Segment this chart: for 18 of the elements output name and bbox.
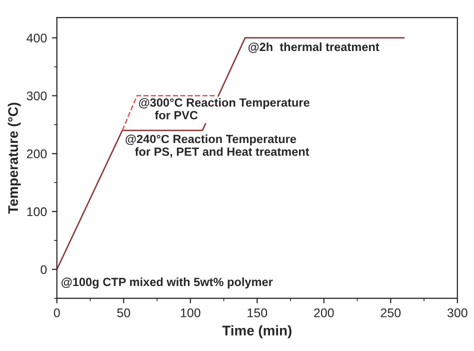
annotation: @240°C Reaction Temperature for PS, PET and Heat treatment [126,134,310,158]
x-tick-label: 0 [54,308,60,318]
x-tick-label: 100 [180,308,200,318]
y-tick-label: 400 [26,34,47,42]
y-tick-label: 300 [26,92,47,100]
y-axis-title: Temperature (°C) [8,102,21,214]
y-tick-label: 200 [26,149,47,158]
x-tick-label: 250 [380,308,401,318]
x-tick-label: 150 [248,308,268,318]
annotation: @100g CTP mixed with 5wt% polymer [62,277,273,289]
x-tick-label: 300 [447,308,468,318]
x-axis-title: Time (min) [222,325,292,338]
y-tick-label: 100 [27,207,47,216]
y-tick-label: 0 [40,265,47,274]
annotation: @2h thermal treatment [248,42,380,53]
x-tick-label: 200 [314,308,334,318]
x-tick-label: 50 [117,308,130,318]
annotation: @300°C Reaction Temperature for PVC [138,98,310,120]
